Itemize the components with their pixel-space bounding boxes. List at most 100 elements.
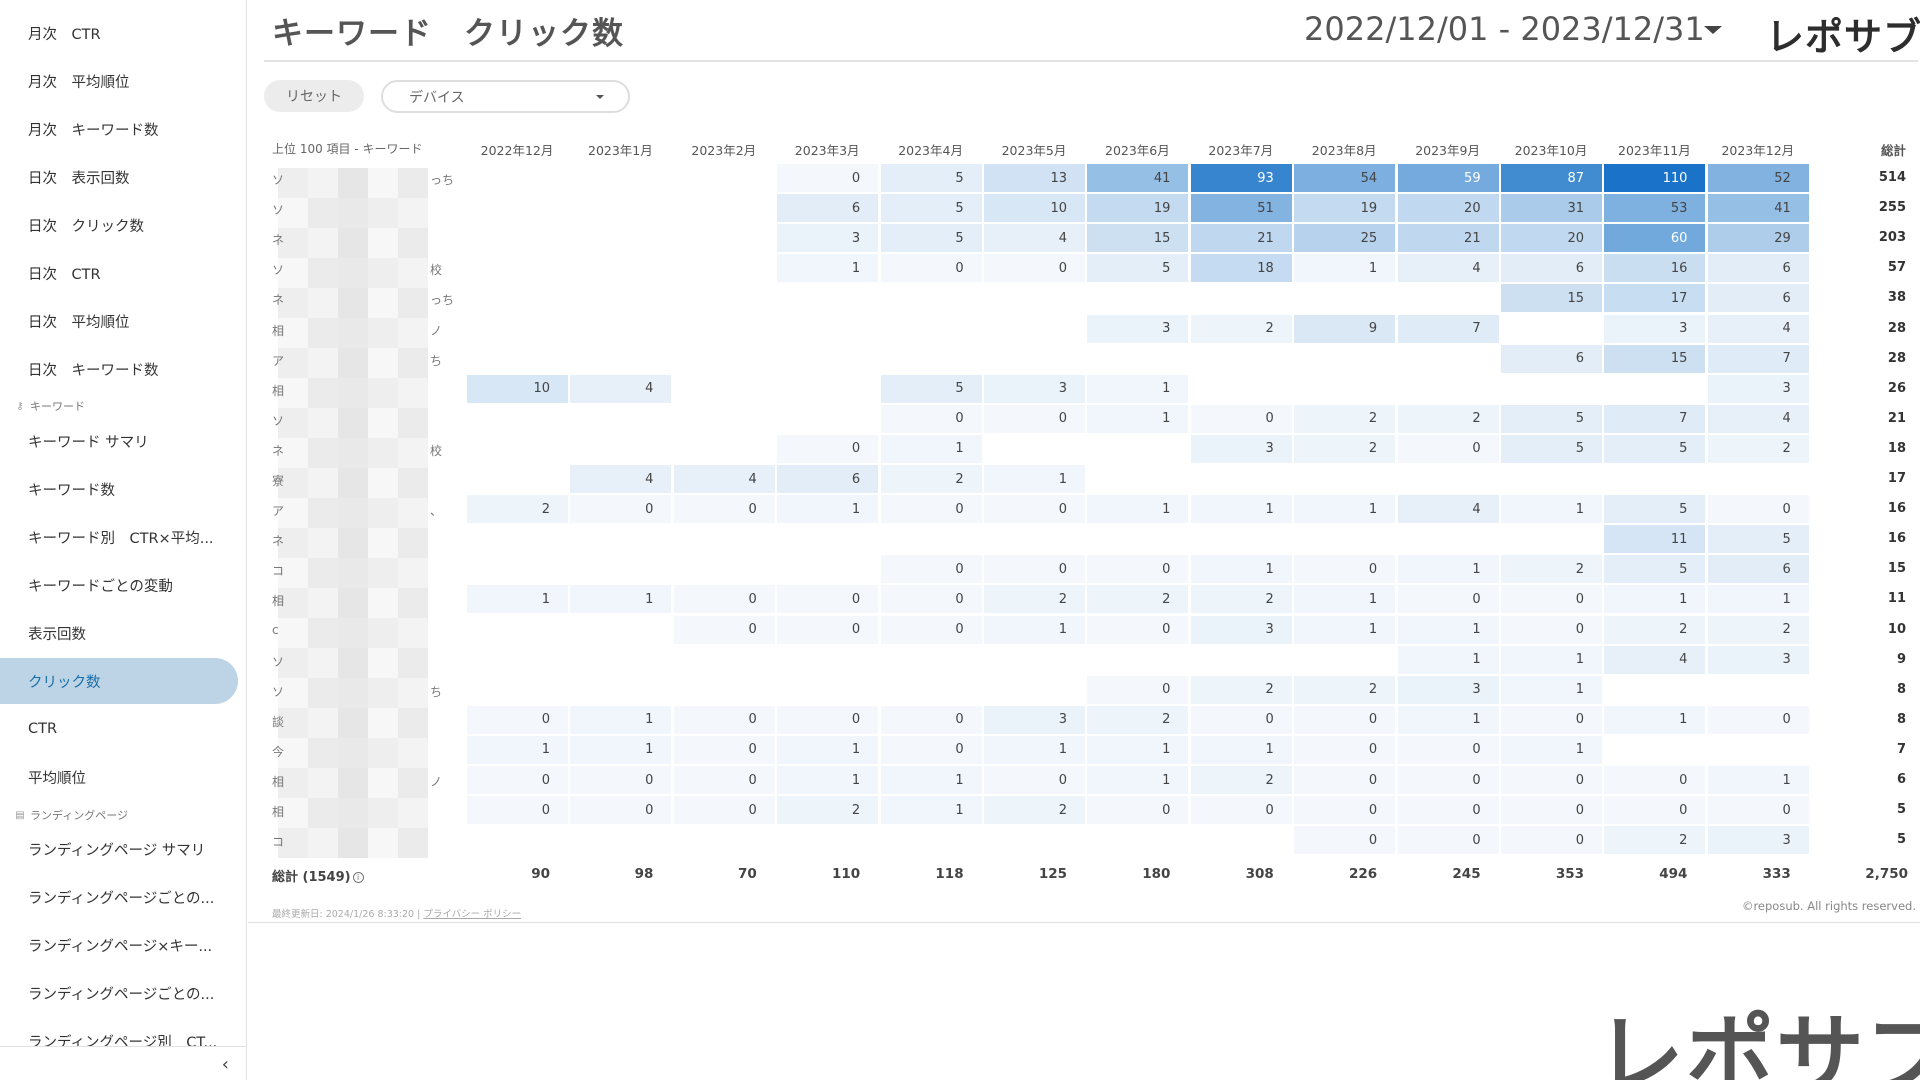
summary-label-text: 総計 (1549) xyxy=(272,870,351,886)
sidebar-item[interactable]: 日次 キーワード数 xyxy=(0,346,238,392)
month-column-header[interactable]: 2023年8月 xyxy=(1311,143,1377,158)
sidebar-item[interactable]: CTR xyxy=(0,706,238,752)
table-cell: 4 xyxy=(1707,404,1809,433)
keyword-prefix[interactable]: 相 xyxy=(272,775,285,789)
month-column-header[interactable]: 2023年6月 xyxy=(1105,143,1170,158)
redaction-tile xyxy=(278,828,308,858)
chevron-down-icon[interactable] xyxy=(1704,26,1722,34)
column-total: 180 xyxy=(1142,866,1171,883)
keyword-prefix[interactable]: 相 xyxy=(272,594,285,609)
redaction-tile xyxy=(398,198,428,228)
sidebar-item[interactable]: ランディングページ サマリ xyxy=(0,826,238,872)
keyword-prefix[interactable]: コ xyxy=(272,835,285,850)
month-column-header[interactable]: 2023年12月 xyxy=(1721,143,1795,158)
table-cell: 0 xyxy=(777,434,879,463)
device-select[interactable]: デバイス xyxy=(381,80,630,113)
keyword-prefix[interactable]: ソ xyxy=(272,684,285,699)
sidebar-item-label: キーワード サマリ xyxy=(28,434,149,451)
redaction-tile xyxy=(368,558,398,588)
month-column-header[interactable]: 2022年12月 xyxy=(480,143,554,158)
sidebar-item[interactable]: 月次 キーワード数 xyxy=(0,106,238,152)
sidebar-item[interactable]: 日次 クリック数 xyxy=(0,202,238,248)
month-column-header[interactable]: 2023年1月 xyxy=(588,143,653,158)
keyword-prefix[interactable]: ネ xyxy=(272,443,285,458)
table-cell: 0 xyxy=(1501,766,1602,794)
table-cell: 6 xyxy=(1707,555,1809,584)
table-cell: 1 xyxy=(570,585,672,614)
month-column-header[interactable]: 2023年3月 xyxy=(794,143,860,158)
row-total: 16 xyxy=(1887,501,1906,517)
table-cell: 4 xyxy=(673,465,775,493)
chevron-left-icon[interactable]: ‹ xyxy=(221,1054,229,1075)
info-icon[interactable]: i xyxy=(352,872,364,884)
month-column-header[interactable]: 2023年2月 xyxy=(691,143,757,158)
keyword-suffix: っち xyxy=(430,293,455,308)
sidebar-item[interactable]: 日次 CTR xyxy=(0,250,238,296)
reset-button[interactable]: リセット xyxy=(264,80,364,112)
month-column-header[interactable]: 2023年7月 xyxy=(1208,143,1274,158)
sidebar-item[interactable]: 表示回数 xyxy=(0,610,238,656)
sidebar-item[interactable]: 月次 CTR xyxy=(0,10,238,56)
keyword-prefix[interactable]: ネ xyxy=(272,233,285,248)
month-column-header[interactable]: 2023年11月 xyxy=(1618,143,1691,158)
table-cell: 0 xyxy=(1294,735,1396,764)
keyword-prefix[interactable]: c xyxy=(272,622,279,637)
sidebar-item[interactable]: キーワード サマリ xyxy=(0,418,238,464)
table-cell: 1 xyxy=(1087,766,1189,794)
sidebar-item-active[interactable]: クリック数 xyxy=(0,658,238,704)
keyword-prefix[interactable]: 相 xyxy=(272,383,285,398)
redaction-tile xyxy=(278,768,308,798)
sidebar-item-label: 日次 表示回数 xyxy=(28,170,130,187)
sidebar-item[interactable]: キーワード別 CTR×平均... xyxy=(0,514,238,560)
table-cell: 1 xyxy=(1087,495,1189,524)
sidebar-item[interactable]: 日次 表示回数 xyxy=(0,154,238,200)
keyword-prefix[interactable]: 寮 xyxy=(272,474,285,488)
keyword-prefix[interactable]: ソ xyxy=(272,203,285,218)
redaction-tile xyxy=(398,378,428,408)
keyword-prefix[interactable]: ソ xyxy=(272,654,285,669)
keyword-prefix[interactable]: 今 xyxy=(272,744,285,759)
keyword-prefix[interactable]: ソ xyxy=(272,263,285,278)
sidebar-item[interactable]: キーワードごとの変動 xyxy=(0,562,238,608)
month-column-header[interactable]: 2023年5月 xyxy=(1001,143,1067,158)
table-cell: 17 xyxy=(1604,284,1706,313)
table-cell: 0 xyxy=(777,615,879,644)
table-cell: 1 xyxy=(570,705,672,734)
sidebar-item[interactable]: ランディングページ×キー... xyxy=(0,922,238,968)
sidebar-item-label: 平均順位 xyxy=(28,770,86,787)
keyword-prefix[interactable]: ソ xyxy=(272,173,285,187)
sidebar-item[interactable]: ランディングページごとの... xyxy=(0,874,238,920)
keyword-prefix[interactable]: ネ xyxy=(272,534,285,549)
keyword-prefix[interactable]: 談 xyxy=(272,714,285,729)
sidebar-item[interactable]: ランディングページごとの... xyxy=(0,970,238,1016)
redaction-tile xyxy=(308,438,338,468)
month-column-header[interactable]: 2023年4月 xyxy=(898,143,963,158)
table-cell: 0 xyxy=(1190,705,1292,734)
sidebar-item[interactable]: キーワード数 xyxy=(0,466,238,512)
keyword-prefix[interactable]: ネ xyxy=(272,293,285,308)
table-cell: 21 xyxy=(1397,224,1499,253)
redaction-tile xyxy=(278,318,308,348)
keyword-prefix[interactable]: ア xyxy=(272,353,285,368)
date-range[interactable]: 2022/12/01 - 2023/12/31 xyxy=(1304,10,1705,48)
sidebar-item[interactable]: 平均順位 xyxy=(0,754,238,800)
table-cell: 0 xyxy=(880,735,982,764)
sidebar-item[interactable]: 日次 平均順位 xyxy=(0,298,238,344)
row-total: 6 xyxy=(1896,772,1906,787)
keyword-prefix[interactable]: コ xyxy=(272,564,285,579)
redaction-tile xyxy=(308,498,338,528)
month-column-header[interactable]: 2023年10月 xyxy=(1514,143,1588,158)
redaction-tile xyxy=(308,798,338,828)
keyword-prefix[interactable]: 相 xyxy=(272,805,285,820)
table-cell: 0 xyxy=(777,705,879,734)
redaction-tile xyxy=(368,648,398,678)
keyword-prefix[interactable]: ア xyxy=(272,504,285,519)
redaction-tile xyxy=(308,318,338,348)
redaction-tile xyxy=(398,528,428,558)
month-column-header[interactable]: 2023年9月 xyxy=(1415,143,1480,158)
keyword-prefix[interactable]: 相 xyxy=(272,323,285,338)
table-cell: 1 xyxy=(1707,766,1809,794)
privacy-link[interactable]: プライバシー ポリシー xyxy=(423,909,522,920)
keyword-prefix[interactable]: ソ xyxy=(272,413,285,428)
sidebar-item[interactable]: 月次 平均順位 xyxy=(0,58,238,104)
